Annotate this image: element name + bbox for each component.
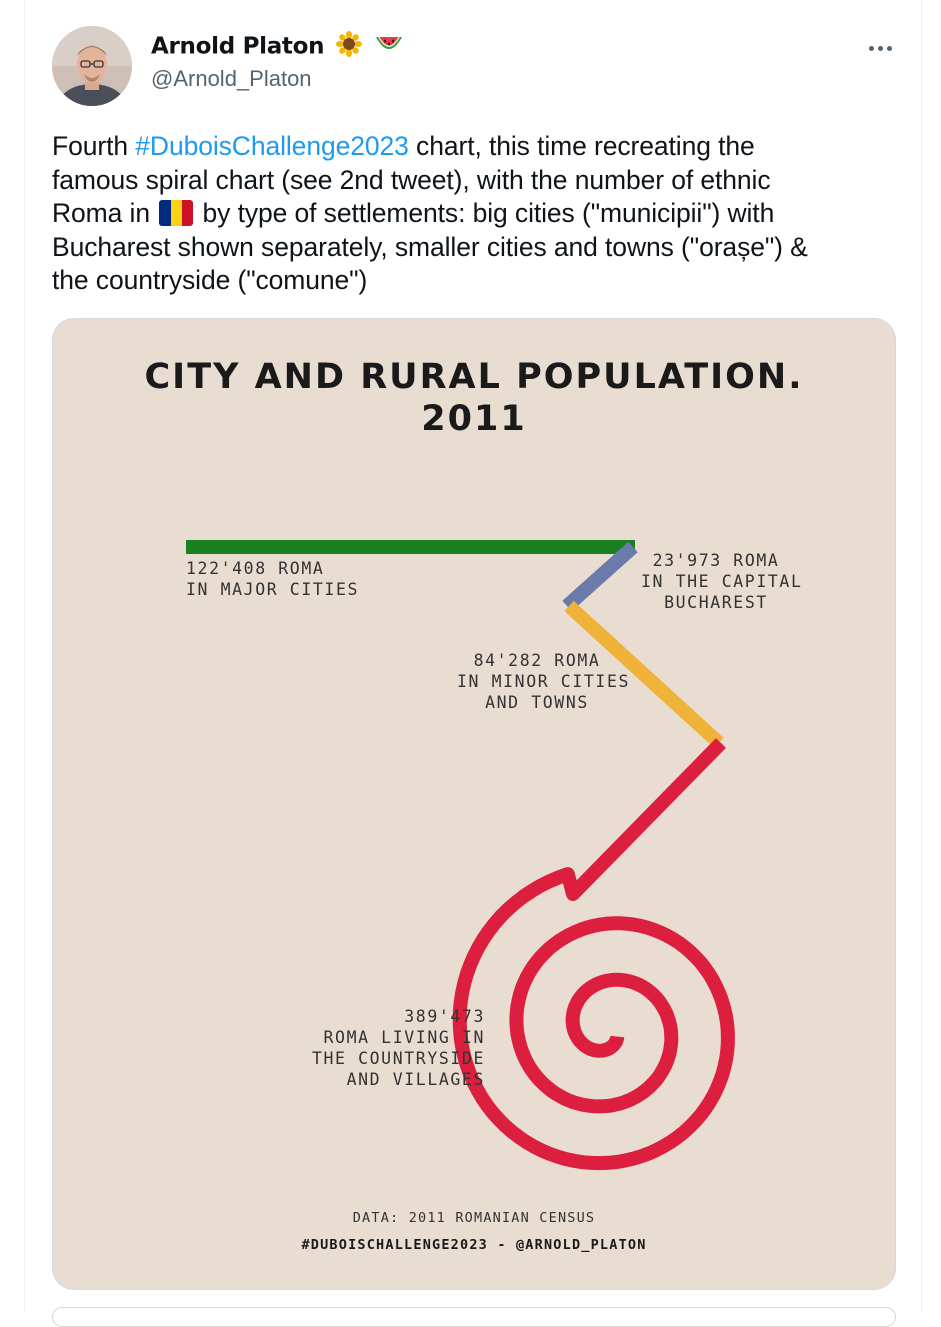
- author-name[interactable]: Arnold Platon: [151, 33, 325, 60]
- tweet-line: Roma in by type of settlements: big citi…: [52, 197, 902, 231]
- label-minor-value: 84'282 ROMA: [473, 651, 601, 670]
- label-capital: 23'973 ROMA IN THE CAPITAL BUCHAREST: [641, 550, 803, 613]
- author-avatar[interactable]: [52, 26, 132, 106]
- tweet-line: famous spiral chart (see 2nd tweet), wit…: [52, 164, 771, 195]
- chart-title: CITY AND RURAL POPULATION.: [144, 357, 804, 397]
- label-minor-desc2: AND TOWNS: [485, 693, 589, 712]
- segment-minor-cities: [564, 600, 724, 749]
- chart-credit: #DUBOISCHALLENGE2023 - @ARNOLD_PLATON: [301, 1237, 647, 1253]
- label-minor-desc: IN MINOR CITIES: [457, 672, 631, 691]
- author-handle[interactable]: @Arnold_Platon: [151, 66, 312, 91]
- tweet-line: Fourth #DuboisChallenge2023 chart, this …: [52, 130, 902, 164]
- label-major-cities: 122'408 ROMA IN MAJOR CITIES: [186, 558, 359, 600]
- chart-image[interactable]: CITY AND RURAL POPULATION. 2011 122'408 …: [52, 318, 896, 1290]
- tweet-card: [24, 0, 922, 1312]
- tweet-line: the countryside ("comune"): [52, 265, 368, 295]
- label-capital-city: BUCHAREST: [664, 593, 768, 612]
- label-rural-desc: ROMA LIVING IN: [323, 1028, 485, 1047]
- label-minor-cities: 84'282 ROMA IN MINOR CITIES AND TOWNS: [457, 650, 631, 713]
- label-rural-desc3: AND VILLAGES: [346, 1070, 485, 1089]
- sunflower-emoji-icon: [335, 31, 362, 63]
- chart-source: DATA: 2011 ROMANIAN CENSUS: [352, 1210, 596, 1226]
- label-major-value: 122'408 ROMA: [186, 559, 325, 578]
- hashtag-link[interactable]: #DuboisChallenge2023: [135, 131, 409, 161]
- tweet-line: Bucharest shown separately, smaller citi…: [52, 231, 808, 262]
- quoted-tweet-edge: [52, 1307, 896, 1327]
- label-major-desc: IN MAJOR CITIES: [186, 580, 360, 599]
- tweet-text-segment: Fourth: [52, 131, 136, 161]
- more-dots-icon[interactable]: [862, 30, 898, 66]
- segment-rural-spiral: [452, 738, 735, 1171]
- romania-flag-icon: [159, 200, 194, 226]
- author-name-row[interactable]: Arnold Platon: [151, 31, 404, 63]
- chart-title-year: 2011: [421, 399, 527, 439]
- segment-capital: [562, 541, 638, 612]
- label-rural-desc2: THE COUNTRYSIDE: [311, 1049, 485, 1068]
- avatar-image: [52, 26, 132, 106]
- label-capital-desc: IN THE CAPITAL: [641, 572, 803, 591]
- label-rural-value: 389'473: [404, 1007, 485, 1026]
- watermelon-emoji-icon: [374, 31, 404, 63]
- tweet-text-segment: chart, this time recreating the: [408, 131, 755, 161]
- tweet-text-segment: Roma in: [52, 198, 158, 228]
- tweet-text-segment: by type of settlements: big cities ("mun…: [195, 198, 775, 228]
- spiral-chart: [186, 540, 735, 1171]
- label-capital-value: 23'973 ROMA: [652, 551, 780, 570]
- tweet-text: Fourth #DuboisChallenge2023 chart, this …: [52, 130, 902, 298]
- label-rural: 389'473 ROMA LIVING IN THE COUNTRYSIDE A…: [301, 1006, 485, 1090]
